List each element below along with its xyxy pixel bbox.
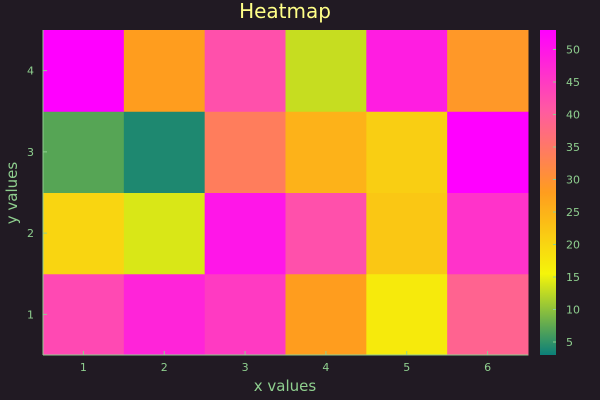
colorbar-tick-label: 30 (566, 174, 580, 187)
heatmap-cell-x2-y1 (123, 273, 206, 356)
colorbar-tick-label: 45 (566, 76, 580, 89)
axes: 1 2 3 4 5 6 1 2 3 4 (27, 30, 528, 374)
heatmap-cell-x2-y2 (123, 192, 206, 275)
x-tick-label: 3 (242, 361, 249, 374)
x-tick-label: 1 (80, 361, 87, 374)
y-tick-label: 2 (27, 227, 34, 240)
colorbar-gradient (540, 30, 556, 355)
heatmap-cell-x6-y2 (447, 192, 529, 275)
heatmap-cell-x4-y3 (285, 111, 367, 193)
heatmap-cell-x5-y1 (366, 273, 448, 356)
x-tick-label: 2 (161, 361, 168, 374)
colorbar-tick-label: 20 (566, 239, 580, 252)
colorbar-tick-label: 10 (566, 304, 580, 317)
heatmap-cell-x6-y3 (447, 111, 529, 193)
colorbar-tick-label: 35 (566, 141, 580, 154)
heatmap-cell-x4-y2 (285, 192, 367, 275)
heatmap-cell-x5-y4 (366, 30, 448, 112)
heatmap-cell-x5-y2 (366, 192, 448, 275)
heatmap-cell-x2-y4 (123, 30, 206, 112)
heatmap-cell-x3-y3 (204, 111, 286, 193)
heatmap-cell-x1-y2 (43, 192, 125, 275)
heatmap-cell-x2-y3 (123, 111, 206, 193)
colorbar-tick-label: 25 (566, 206, 580, 219)
colorbar: 5 10 15 20 25 30 35 40 45 50 (540, 30, 580, 355)
colorbar-tick-label: 5 (566, 336, 573, 349)
heatmap-cells (43, 30, 529, 356)
heatmap-cell-x3-y4 (204, 30, 286, 112)
heatmap-cell-x4-y1 (285, 273, 367, 356)
x-axis-title: x values (254, 377, 317, 395)
heatmap-cell-x3-y2 (204, 192, 286, 275)
y-tick-label: 1 (27, 308, 34, 321)
colorbar-tick-label: 40 (566, 109, 580, 122)
heatmap-cell-x6-y1 (447, 273, 529, 356)
y-tick-label: 3 (27, 146, 34, 159)
x-tick-label: 4 (322, 361, 329, 374)
x-tick-label: 5 (403, 361, 410, 374)
y-tick-label: 4 (27, 65, 34, 78)
heatmap-cell-x5-y3 (366, 111, 448, 193)
heatmap-cell-x1-y4 (43, 30, 125, 112)
heatmap-cell-x1-y1 (43, 273, 125, 356)
colorbar-tick-label: 15 (566, 271, 580, 284)
x-tick-label: 6 (484, 361, 491, 374)
colorbar-tick-label: 50 (566, 44, 580, 57)
heatmap-cell-x1-y3 (43, 111, 125, 193)
heatmap-cell-x3-y1 (204, 273, 286, 356)
heatmap-cell-x6-y4 (447, 30, 529, 112)
y-axis-title: y values (3, 162, 21, 225)
heatmap-cell-x4-y4 (285, 30, 367, 112)
chart-title: Heatmap (239, 0, 331, 23)
